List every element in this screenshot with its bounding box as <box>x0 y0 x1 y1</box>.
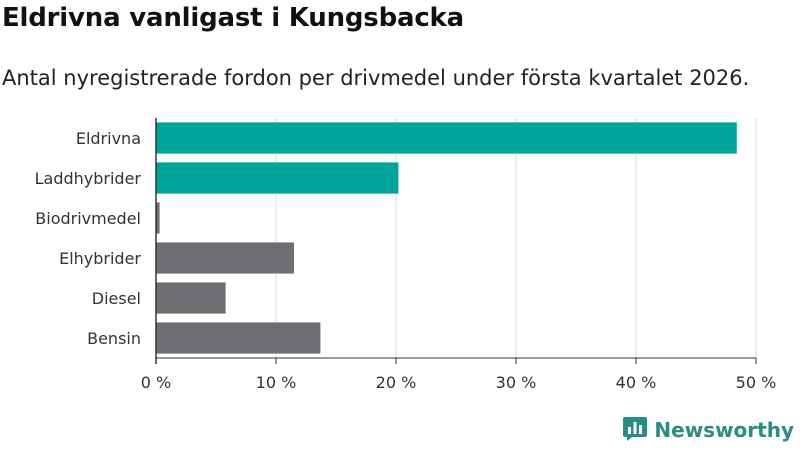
x-tick-label: 10 % <box>256 373 297 392</box>
x-tick-label: 0 % <box>141 373 171 392</box>
category-label: Bensin <box>87 329 141 348</box>
category-label: Elhybrider <box>59 249 141 268</box>
x-tick-label: 40 % <box>616 373 657 392</box>
brand-footer: Newsworthy <box>622 415 794 445</box>
bar-bensin <box>156 322 321 354</box>
brand-name: Newsworthy <box>654 418 794 442</box>
category-label: Eldrivna <box>76 129 141 148</box>
chart-subtitle: Antal nyregistrerade fordon per drivmede… <box>2 66 750 90</box>
newsworthy-logo-icon <box>622 415 648 445</box>
category-label: Diesel <box>92 289 141 308</box>
bar-elhybrider <box>156 242 294 274</box>
bar-laddhybrider <box>156 162 399 194</box>
x-tick-label: 20 % <box>376 373 417 392</box>
x-tick-label: 50 % <box>736 373 777 392</box>
chart-title: Eldrivna vanligast i Kungsbacka <box>2 3 464 33</box>
bar-diesel <box>156 282 226 314</box>
bar-biodrivmedel <box>156 202 160 234</box>
category-label: Laddhybrider <box>35 169 142 188</box>
x-tick-label: 30 % <box>496 373 537 392</box>
category-label: Biodrivmedel <box>35 209 141 228</box>
bar-eldrivna <box>156 122 737 154</box>
